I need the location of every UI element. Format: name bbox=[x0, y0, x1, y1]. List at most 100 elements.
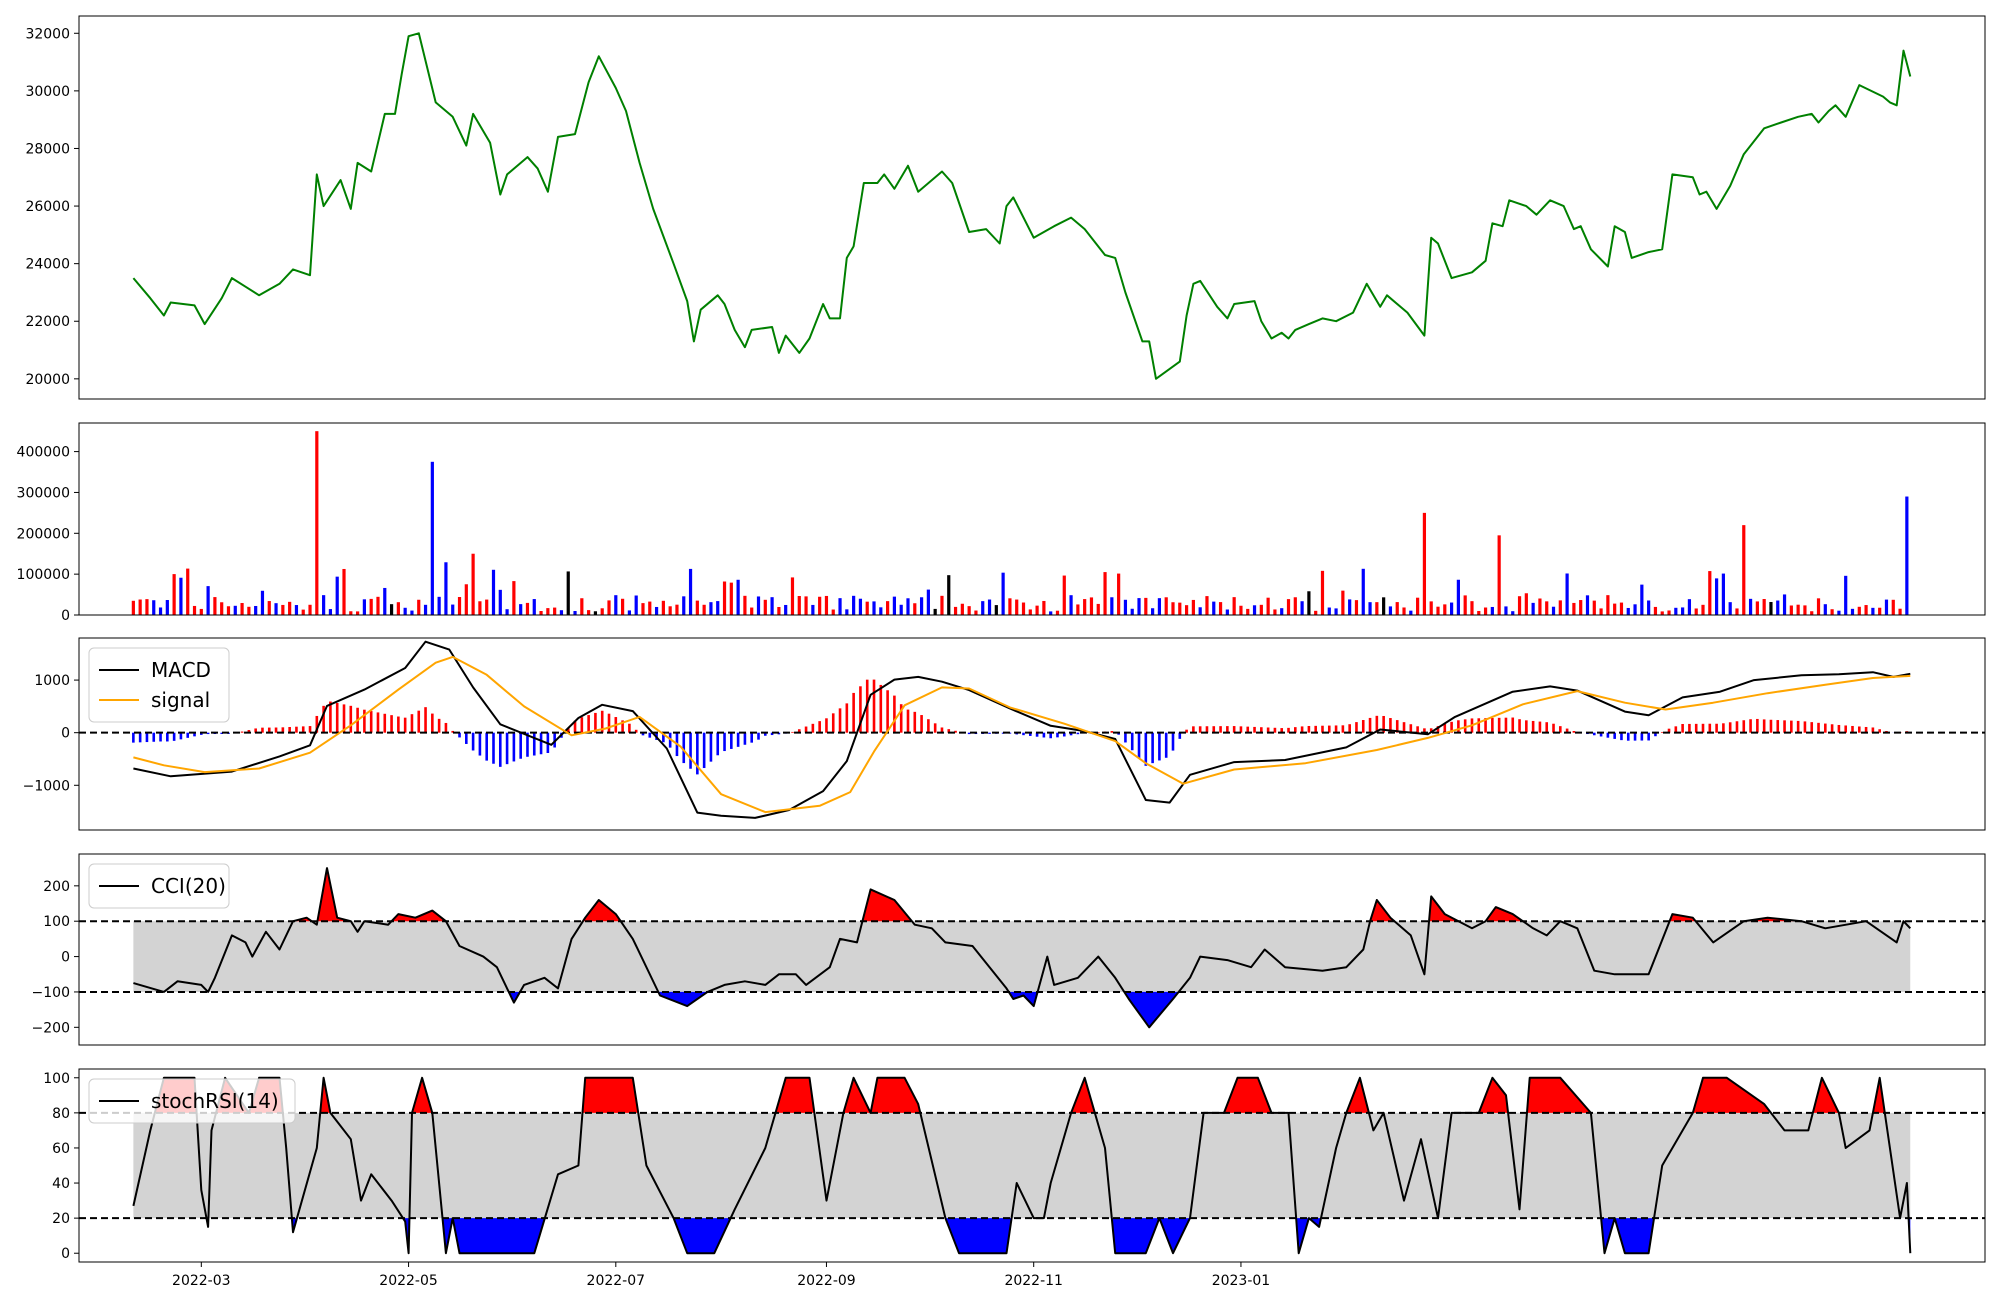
macd-histogram-bar bbox=[166, 733, 169, 742]
macd-histogram-bar bbox=[1776, 720, 1779, 733]
stochrsi-neutral-band bbox=[133, 1113, 1910, 1218]
macd-histogram-bar bbox=[404, 718, 407, 733]
macd-histogram-bar bbox=[934, 723, 937, 732]
volume-bar bbox=[220, 602, 223, 615]
macd-histogram-bar bbox=[207, 733, 210, 734]
volume-bar bbox=[438, 597, 441, 615]
volume-bar bbox=[417, 600, 420, 615]
volume-bar bbox=[893, 597, 896, 615]
volume-bar bbox=[1892, 600, 1895, 615]
volume-bar bbox=[342, 569, 345, 615]
macd-histogram-bar bbox=[1817, 723, 1820, 733]
volume-bar bbox=[1545, 601, 1548, 615]
volume-bar bbox=[601, 608, 604, 615]
cci-legend-label: CCI(20) bbox=[151, 874, 226, 898]
volume-bar bbox=[227, 606, 230, 615]
volume-bar bbox=[1389, 606, 1392, 615]
macd-histogram-bar bbox=[519, 733, 522, 759]
volume-bar bbox=[1756, 601, 1759, 615]
volume-bar bbox=[1470, 601, 1473, 615]
volume-bar bbox=[1491, 607, 1494, 615]
macd-histogram-bar bbox=[506, 733, 509, 764]
macd-histogram-bar bbox=[1688, 724, 1691, 733]
macd-ytick-label: 1000 bbox=[34, 673, 70, 689]
macd-histogram-bar bbox=[1410, 724, 1413, 732]
volume-bar bbox=[682, 596, 685, 615]
volume-bar bbox=[1368, 602, 1371, 615]
volume-bar bbox=[1165, 597, 1168, 615]
volume-bar bbox=[1097, 604, 1100, 615]
volume-bar bbox=[1253, 605, 1256, 615]
volume-bar bbox=[193, 606, 196, 615]
volume-frame bbox=[79, 423, 1985, 615]
macd-histogram-bar bbox=[139, 733, 142, 743]
macd-histogram-bar bbox=[417, 711, 420, 733]
volume-bar bbox=[295, 605, 298, 615]
volume-bar bbox=[1871, 608, 1874, 615]
volume-bar bbox=[478, 601, 481, 615]
volume-bar bbox=[268, 601, 271, 615]
x-tick-label: 2022-11 bbox=[1004, 1273, 1063, 1289]
macd-histogram-bar bbox=[1219, 726, 1222, 733]
volume-bar bbox=[954, 607, 957, 615]
volume-bar bbox=[247, 607, 250, 615]
volume-bar bbox=[838, 598, 841, 615]
macd-histogram-bar bbox=[336, 703, 339, 733]
macd-histogram-bar bbox=[1518, 719, 1521, 732]
macd-histogram-bar bbox=[1077, 733, 1080, 735]
macd-histogram-bar bbox=[241, 732, 244, 733]
volume-bar bbox=[1328, 608, 1331, 615]
macd-histogram-bar bbox=[1348, 724, 1351, 732]
volume-bar bbox=[913, 603, 916, 615]
macd-histogram-bar bbox=[927, 719, 930, 732]
macd-histogram-bar bbox=[1749, 719, 1752, 732]
macd-histogram-bar bbox=[1729, 722, 1732, 732]
macd-histogram-bar bbox=[383, 714, 386, 733]
macd-histogram-bar bbox=[1858, 726, 1861, 732]
volume-bar bbox=[1824, 604, 1827, 615]
volume-bar bbox=[404, 608, 407, 615]
macd-histogram-bar bbox=[1709, 724, 1712, 733]
volume-bar bbox=[1158, 598, 1161, 615]
macd-histogram-bar bbox=[540, 733, 543, 755]
x-tick-label: 2022-07 bbox=[587, 1273, 646, 1289]
volume-bar bbox=[254, 606, 257, 615]
x-tick-label: 2022-03 bbox=[172, 1273, 231, 1289]
cci-ytick-label: 200 bbox=[43, 879, 70, 895]
volume-bar bbox=[635, 596, 638, 615]
volume-bar bbox=[1219, 602, 1222, 615]
volume-bar bbox=[308, 605, 311, 615]
macd-histogram-bar bbox=[1790, 721, 1793, 733]
volume-bar bbox=[1797, 605, 1800, 615]
volume-bar bbox=[811, 605, 814, 615]
volume-bar bbox=[1362, 569, 1365, 615]
volume-bar bbox=[1083, 599, 1086, 615]
macd-histogram-bar bbox=[350, 706, 353, 733]
volume-bar bbox=[207, 586, 210, 615]
macd-histogram-bar bbox=[1335, 725, 1338, 732]
macd-histogram-bar bbox=[1314, 726, 1317, 733]
volume-bar bbox=[553, 608, 556, 615]
volume-bar bbox=[879, 607, 882, 615]
volume-bar bbox=[1484, 608, 1487, 615]
volume-bar bbox=[995, 605, 998, 615]
volume-bar bbox=[1627, 608, 1630, 615]
volume-bar bbox=[1599, 608, 1602, 615]
macd-histogram-bar bbox=[1328, 726, 1331, 733]
price-ytick-label: 30000 bbox=[25, 84, 70, 100]
volume-bar bbox=[451, 605, 454, 615]
macd-histogram-bar bbox=[186, 733, 189, 738]
volume-bar bbox=[1688, 599, 1691, 615]
volume-bar bbox=[1498, 535, 1501, 615]
volume-bar bbox=[234, 606, 237, 615]
macd-histogram-bar bbox=[431, 714, 434, 733]
macd-histogram-bar bbox=[1369, 718, 1372, 733]
macd-histogram-bar bbox=[1145, 733, 1148, 766]
volume-bar bbox=[240, 603, 243, 615]
volume-bar bbox=[1131, 609, 1134, 615]
macd-histogram-bar bbox=[1362, 720, 1365, 733]
macd-histogram-bar bbox=[839, 708, 842, 732]
